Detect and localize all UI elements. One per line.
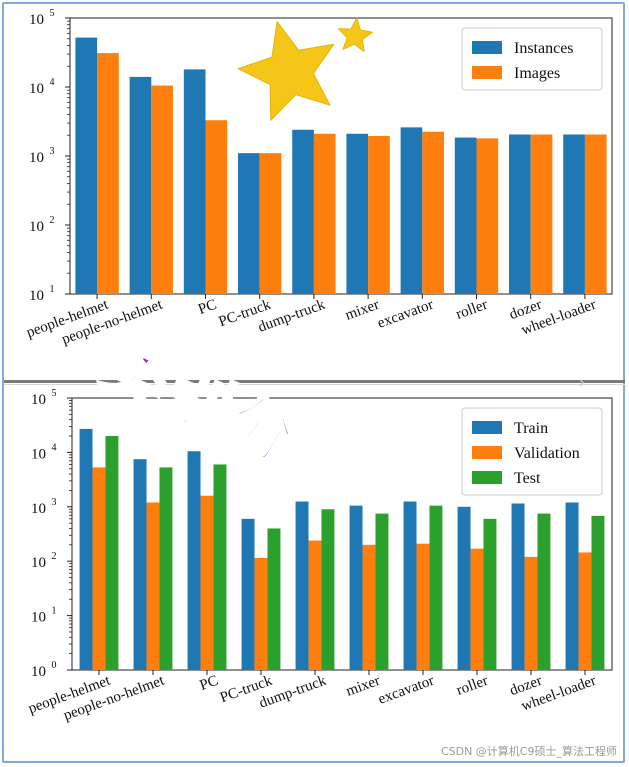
c1-bar-instances-people-no-helmet [129,76,152,294]
c1-bar-instances-people-helmet [75,37,98,295]
c1-bar-images-dump-truck [313,133,336,294]
c1-bar-instances-excavator [400,127,423,294]
c1-legend-swatch-instances [472,41,502,54]
c1-ytick-label: 10 [29,81,44,97]
c1-legend-label-images: Images [514,65,560,82]
c1-bar-instances-PC-truck [238,153,260,294]
c1-bar-instances-PC [183,69,206,294]
c1-bar-instances-roller [454,137,477,294]
c1-bar-images-wheel-loader [584,134,607,294]
c1-ytick-label: 10 [29,150,44,166]
divider-shadow [4,384,625,385]
star-large-icon [237,21,335,121]
c1-legend-label-instances: Instances [514,40,574,57]
c1-bar-images-roller [476,138,499,294]
c1-bar-images-dozer [530,134,553,294]
c1-legend-swatch-images [472,66,502,79]
c1-ytick-label: 10 [29,12,44,28]
c1-ytick-exponent: 1 [50,284,55,295]
c1-xtick-label: PC [196,297,219,318]
c1-ytick-exponent: 2 [50,215,55,226]
c1-ytick-exponent: 5 [50,8,55,19]
c1-bar-images-mixer [368,135,390,294]
c1-bar-images-people-no-helmet [151,85,173,295]
c1-bar-instances-dozer [509,134,531,294]
c1-ytick-exponent: 4 [50,77,55,88]
c1-bar-instances-mixer [346,133,369,294]
watermark: CSDN @计算机C9硕士_算法工程师 [440,745,617,758]
c1-bar-instances-wheel-loader [563,134,585,294]
c1-bar-instances-dump-truck [292,129,314,294]
c1-bar-images-PC [205,120,228,295]
c1-ytick-label: 10 [29,219,44,235]
c1-bar-images-excavator [422,131,444,294]
c1-xtick-label: roller [454,297,490,323]
c1-bar-images-PC-truck [259,153,282,294]
c1-ytick-label: 10 [29,288,44,304]
c1-xtick-label: excavator [375,297,435,332]
c1-bar-images-people-helmet [97,53,119,295]
next-arrow-icon[interactable]: › [578,372,586,393]
star-small-icon [338,17,374,52]
c1-ytick-exponent: 3 [50,146,55,157]
divider [4,380,625,383]
